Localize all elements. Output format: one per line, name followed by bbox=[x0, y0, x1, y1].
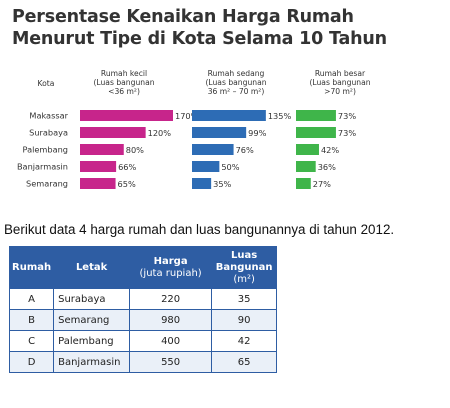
bar-value-label: 99% bbox=[248, 128, 266, 138]
bar-value-label: 66% bbox=[118, 162, 136, 172]
bar-value-label: 170% bbox=[175, 111, 199, 121]
category-label: Palembang bbox=[23, 145, 68, 155]
bar bbox=[80, 127, 146, 138]
series-header-line: Rumah sedang bbox=[208, 69, 265, 78]
category-label: Surabaya bbox=[29, 128, 68, 138]
bar bbox=[296, 161, 316, 172]
bar bbox=[296, 144, 319, 155]
category-label: Makassar bbox=[29, 111, 68, 121]
cell-letak: Banjarmasin bbox=[53, 351, 131, 373]
cell-rumah: D bbox=[8, 351, 55, 373]
series-header-line: Rumah besar bbox=[315, 69, 366, 78]
bar-value-label: 65% bbox=[118, 179, 136, 189]
header-letak: Letak bbox=[53, 246, 131, 289]
table-header-row: Rumah Letak Harga (juta rupiah) Luas Bang… bbox=[8, 246, 278, 289]
bar-value-label: 76% bbox=[236, 145, 254, 155]
bar bbox=[80, 110, 173, 121]
bar-value-label: 36% bbox=[318, 162, 336, 172]
cell-letak: Palembang bbox=[53, 330, 131, 352]
bar-value-label: 80% bbox=[126, 145, 144, 155]
category-label: Banjarmasin bbox=[17, 162, 68, 172]
category-header: Kota bbox=[38, 79, 55, 88]
table-row: B Semarang 980 90 bbox=[8, 309, 278, 331]
chart-title: Persentase Kenaikan Harga Rumah Menurut … bbox=[12, 6, 442, 50]
cell-luas: 90 bbox=[211, 309, 278, 331]
table-row: D Banjarmasin 550 65 bbox=[8, 351, 278, 373]
bar-value-label: 135% bbox=[268, 111, 292, 121]
table-row: A Surabaya 220 35 bbox=[8, 288, 278, 310]
cell-harga: 220 bbox=[129, 288, 213, 310]
cell-luas: 42 bbox=[211, 330, 278, 352]
bar-value-label: 50% bbox=[221, 162, 239, 172]
cell-harga: 550 bbox=[129, 351, 213, 373]
cell-letak: Surabaya bbox=[53, 288, 131, 310]
series-header-line: (Luas bangunan bbox=[205, 78, 266, 87]
series-header-line: (Luas bangunan bbox=[309, 78, 370, 87]
bar bbox=[296, 127, 336, 138]
cell-harga: 400 bbox=[129, 330, 213, 352]
cell-rumah: A bbox=[8, 288, 55, 310]
bar-value-label: 120% bbox=[148, 128, 172, 138]
series-header-line: <36 m²) bbox=[108, 87, 140, 96]
bar-value-label: 42% bbox=[321, 145, 339, 155]
bar bbox=[80, 161, 117, 172]
bar-value-label: 73% bbox=[338, 111, 356, 121]
bar bbox=[192, 110, 266, 121]
series-header-line: 36 m² – 70 m²) bbox=[208, 87, 265, 96]
bar bbox=[296, 178, 311, 189]
bar bbox=[296, 110, 336, 121]
bar bbox=[192, 161, 220, 172]
series-header-line: >70 m²) bbox=[324, 87, 356, 96]
header-luas: Luas Bangunan (m²) bbox=[211, 246, 278, 289]
bar bbox=[80, 144, 124, 155]
bar bbox=[80, 178, 116, 189]
chart-title-line-1: Persentase Kenaikan Harga Rumah bbox=[12, 7, 354, 27]
cell-rumah: B bbox=[8, 309, 55, 331]
bar bbox=[192, 178, 212, 189]
bar bbox=[192, 127, 247, 138]
cell-luas: 35 bbox=[211, 288, 278, 310]
header-harga: Harga (juta rupiah) bbox=[129, 246, 213, 289]
table-row: C Palembang 400 42 bbox=[8, 330, 278, 352]
cell-letak: Semarang bbox=[53, 309, 131, 331]
series-header-line: (Luas bangunan bbox=[93, 78, 154, 87]
cell-luas: 65 bbox=[211, 351, 278, 373]
chart-title-line-2: Menurut Tipe di Kota Selama 10 Tahun bbox=[12, 29, 387, 49]
bar-value-label: 73% bbox=[338, 128, 356, 138]
bar-value-label: 27% bbox=[313, 179, 331, 189]
bar bbox=[192, 144, 234, 155]
series-header-line: Rumah kecil bbox=[101, 69, 147, 78]
cell-harga: 980 bbox=[129, 309, 213, 331]
cell-rumah: C bbox=[8, 330, 55, 352]
house-table: Rumah Letak Harga (juta rupiah) Luas Bang… bbox=[8, 246, 278, 373]
header-rumah: Rumah bbox=[8, 246, 55, 289]
intro-text: Berikut data 4 harga rumah dan luas bang… bbox=[4, 222, 395, 237]
category-label: Semarang bbox=[26, 179, 68, 189]
bar-value-label: 35% bbox=[213, 179, 231, 189]
